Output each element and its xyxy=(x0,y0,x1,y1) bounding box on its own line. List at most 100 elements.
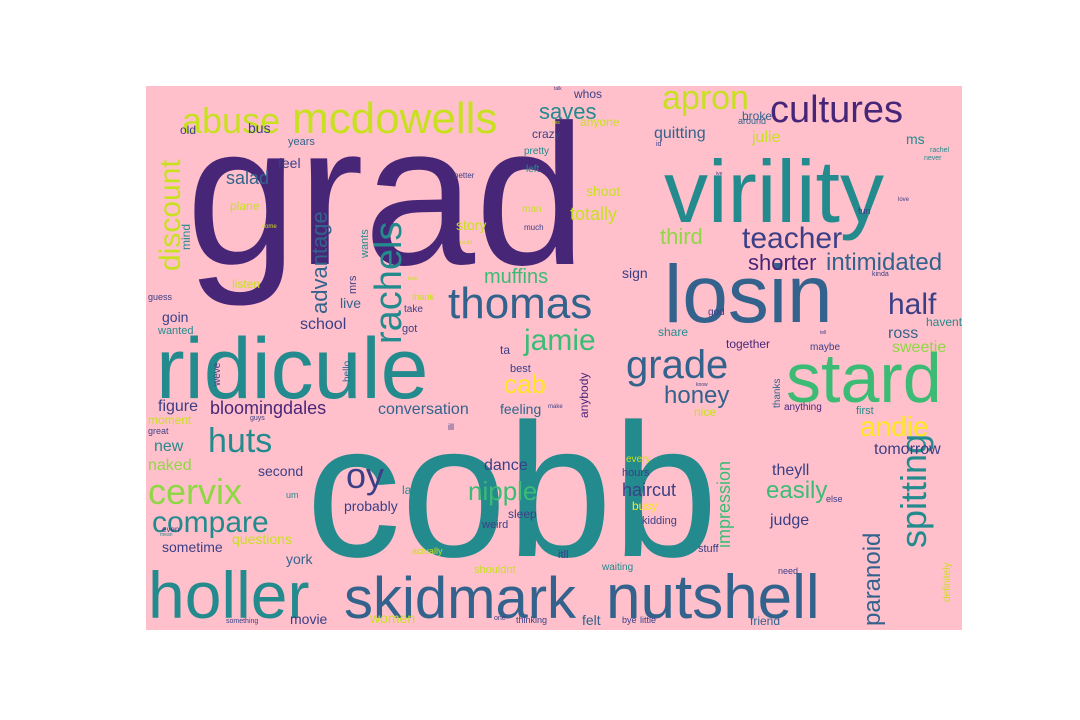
word-tomorrow: tomorrow xyxy=(874,441,941,458)
word-cervix: cervix xyxy=(148,471,242,512)
word-honey: honey xyxy=(664,382,729,409)
word-got: got xyxy=(402,323,417,335)
word-stard: stard xyxy=(786,339,942,417)
word-cab: cab xyxy=(504,369,546,399)
word-later: later xyxy=(402,483,425,497)
word-around: around xyxy=(738,116,766,126)
word-apron: apron xyxy=(662,86,749,117)
word-bloomingdales: bloomingdales xyxy=(210,398,326,418)
word-um: um xyxy=(286,490,299,500)
word-share: share xyxy=(658,325,688,339)
word-new: new xyxy=(154,438,184,455)
word-mrs: mrs xyxy=(347,275,359,294)
word-id: id xyxy=(656,141,662,148)
word-impression: impression xyxy=(714,461,734,548)
word-conversation: conversation xyxy=(378,401,469,418)
word-tell: tell xyxy=(820,330,826,336)
word-ive: ive xyxy=(716,171,723,177)
word-cloud: grad cobb virility losin ridicule stard … xyxy=(146,86,962,630)
word-could: could xyxy=(460,240,472,246)
word-ill: ill xyxy=(448,422,454,432)
word-second: second xyxy=(258,463,303,479)
word-busy: busy xyxy=(632,499,657,513)
word-definitely: definitely xyxy=(942,563,953,602)
word-huts: huts xyxy=(208,422,272,460)
word-hours: hours xyxy=(622,467,650,479)
word-old: old xyxy=(180,123,196,137)
word-hello: hello xyxy=(342,360,353,382)
word-skidmark: skidmark xyxy=(344,566,577,630)
word-story: story xyxy=(456,217,486,233)
word-compare: compare xyxy=(152,506,269,539)
word-mcdowells: mcdowells xyxy=(292,94,497,143)
word-bye: bye xyxy=(622,615,637,625)
word-judge: judge xyxy=(769,512,809,529)
word-better: better xyxy=(454,171,475,180)
word-time: time xyxy=(408,276,418,282)
word-first: first xyxy=(856,405,874,417)
word-teacher: teacher xyxy=(742,222,842,255)
word-havent: havent xyxy=(926,315,962,329)
word-nutshell: nutshell xyxy=(606,563,820,630)
word-best: best xyxy=(510,363,531,375)
word-holler: holler xyxy=(148,558,309,630)
word-moment: moment xyxy=(148,413,192,427)
word-muffins: muffins xyxy=(484,266,548,288)
word-cultures: cultures xyxy=(770,89,903,131)
word-thank: thank xyxy=(412,292,435,302)
word-love: love xyxy=(898,197,910,203)
word-plane: plane xyxy=(230,199,260,213)
word-anybody: anybody xyxy=(577,373,591,418)
word-naked: naked xyxy=(148,457,192,474)
word-jamie: jamie xyxy=(523,324,596,357)
word-one: one xyxy=(494,615,506,622)
word-great: great xyxy=(148,426,169,436)
word-need: need xyxy=(778,566,798,576)
word-paranoid: paranoid xyxy=(859,533,886,626)
word-ridicule: ridicule xyxy=(156,321,428,417)
word-easily: easily xyxy=(766,477,827,504)
word-anyone: anyone xyxy=(580,115,620,129)
word-something: something xyxy=(226,618,258,625)
word-together: together xyxy=(726,337,770,351)
word-figure: figure xyxy=(158,398,198,415)
word-julie: julie xyxy=(751,129,781,146)
word-yes: yes xyxy=(552,120,560,126)
word-weird: weird xyxy=(481,519,508,531)
word-stuff: stuff xyxy=(698,543,720,555)
word-guess: guess xyxy=(148,292,173,302)
word-take: take xyxy=(404,304,423,315)
word-left: left xyxy=(526,164,540,175)
word-half: half xyxy=(888,288,937,321)
word-intimidated: intimidated xyxy=(826,249,942,276)
word-spitting: spitting xyxy=(893,434,934,548)
word-even: even xyxy=(162,525,179,534)
word-mind: mind xyxy=(179,224,193,250)
word-else: else xyxy=(826,494,843,504)
word-anything: anything xyxy=(784,402,822,413)
word-make: make xyxy=(548,404,563,410)
word-thomas: thomas xyxy=(448,279,592,328)
word-live: live xyxy=(340,295,361,311)
word-grade: grade xyxy=(626,343,728,387)
word-friend: friend xyxy=(750,614,780,628)
word-man: man xyxy=(522,204,541,215)
word-weve: weve xyxy=(212,362,223,387)
word-wants: wants xyxy=(359,229,371,259)
word-rachels: rachels xyxy=(368,222,410,345)
word-sweetie: sweetie xyxy=(892,339,946,356)
word-mean: mean xyxy=(160,532,173,538)
word-ta: ta xyxy=(500,343,510,357)
word-feeling: feeling xyxy=(500,401,541,417)
word-virility: virility xyxy=(664,142,884,241)
word-guys: guys xyxy=(250,415,265,422)
word-much: much xyxy=(524,223,544,232)
word-quitting: quitting xyxy=(654,125,706,142)
word-abuse: abuse xyxy=(182,100,280,141)
word-shouldnt: shouldnt xyxy=(474,564,516,576)
word-actually: actually xyxy=(412,546,443,556)
word-ross: ross xyxy=(888,325,918,342)
word-totally: totally xyxy=(570,204,617,224)
word-goin: goin xyxy=(162,309,188,325)
word-thanks: thanks xyxy=(772,379,783,408)
